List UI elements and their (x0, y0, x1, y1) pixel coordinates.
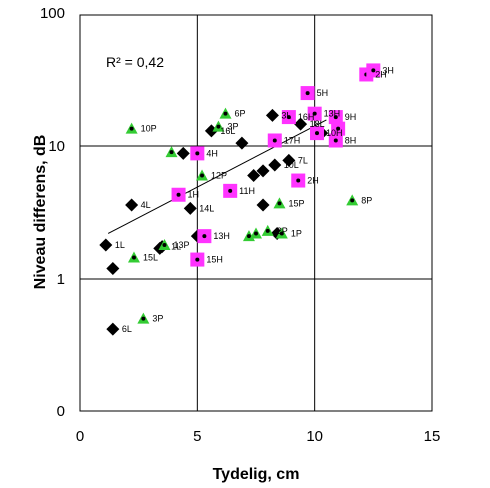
marker-dot (141, 316, 146, 321)
point-label: 6L (122, 324, 132, 334)
point-label: 15L (143, 253, 158, 263)
diamond-marker (235, 136, 249, 150)
marker-dot (286, 115, 291, 120)
marker-dot (265, 228, 270, 233)
y-axis-title: Niveau differens, dB (32, 135, 49, 290)
point-label: 8P (361, 195, 372, 205)
y-tick-label: 0 (57, 403, 65, 420)
point-label: 15P (288, 198, 304, 208)
point-label: 13H (324, 109, 341, 119)
marker-dot (200, 173, 205, 178)
marker-dot (131, 255, 136, 260)
marker-dot (129, 126, 134, 131)
x-axis-title: Tydelig, cm (213, 466, 300, 483)
point-label: 10P (141, 124, 157, 134)
diamond-marker (106, 322, 120, 336)
marker-dot (195, 151, 200, 156)
marker-dot (305, 91, 310, 96)
point-label: 3P (152, 314, 163, 324)
marker-dot (272, 138, 277, 143)
diamond-marker (106, 261, 120, 275)
marker-dot (333, 138, 338, 143)
point-label: 11H (239, 186, 255, 196)
point-label: 10L (284, 160, 299, 170)
point-label: 7L (298, 155, 308, 165)
diamond-marker (247, 169, 261, 183)
x-tick-label: 15 (424, 428, 441, 445)
marker-dot (216, 124, 221, 129)
point-label: 10H (326, 128, 343, 138)
point-label: 1L (115, 240, 125, 250)
marker-dot (296, 178, 301, 183)
point-label: 2H (307, 176, 319, 186)
y-tick-label: 100 (40, 5, 65, 22)
marker-dot (312, 111, 317, 116)
marker-dot (254, 231, 258, 236)
point-label: 1L (171, 242, 181, 252)
diamond-marker (176, 146, 190, 160)
diamond-marker (265, 108, 279, 122)
marker-dot (176, 192, 181, 197)
diamond-marker (99, 238, 113, 252)
marker-dot (315, 131, 320, 136)
point-label: 4L (141, 200, 151, 210)
y-tick-label: 1 (57, 271, 65, 288)
trendline-group (107, 119, 327, 234)
diamond-marker (268, 158, 282, 172)
marker-dot (371, 68, 376, 73)
x-tick-label: 10 (306, 428, 323, 445)
marker-dot (336, 126, 341, 131)
plot-frame (79, 14, 433, 412)
diamond-marker (256, 198, 270, 212)
point-label: 16L (220, 126, 235, 136)
point-label: 14L (199, 203, 214, 213)
diamond-marker (282, 153, 296, 167)
point-label: 5H (317, 88, 329, 98)
r-squared-annotation: R² = 0,42 (106, 54, 164, 70)
point-label: 18L (310, 119, 325, 129)
y-tick-label: 10 (48, 138, 65, 155)
point-label: 3P (227, 122, 238, 132)
marker-dot (228, 188, 233, 193)
data-points (99, 63, 381, 336)
point-label: 8H (345, 135, 357, 145)
point-label: 16H (298, 112, 315, 122)
marker-dot (333, 115, 338, 120)
point-label: 2H (375, 69, 387, 79)
point-label: 13H (213, 231, 230, 241)
diamond-marker (183, 201, 197, 215)
marker-dot (202, 234, 207, 239)
marker-dot (350, 198, 355, 203)
point-label: 17H (284, 135, 301, 145)
gridlines (79, 14, 433, 412)
marker-dot (195, 257, 200, 262)
trendline (107, 119, 327, 234)
point-labels: 1L 6L 4L 1L 14L 16L 3L 10L 7L 18L 10P 15L 3P 13P 12P 3P… (115, 65, 394, 334)
point-label: 3H (382, 65, 394, 75)
point-label: 1H (188, 190, 200, 200)
x-tick-label: 5 (193, 428, 201, 445)
point-label: 2P (277, 226, 288, 236)
x-tick-label: 0 (76, 428, 84, 445)
point-label: 12P (211, 171, 227, 181)
marker-dot (246, 234, 251, 239)
marker-dot (223, 111, 228, 116)
point-label: 3L (281, 110, 291, 120)
point-label: 1P (291, 228, 302, 238)
point-label: 13P (173, 240, 189, 250)
marker-dot (162, 243, 167, 248)
marker-dot (169, 150, 174, 155)
diamond-marker (294, 117, 308, 131)
point-label: 6P (234, 109, 245, 119)
point-label: 4H (206, 148, 218, 158)
diamond-marker (256, 164, 270, 178)
diamond-marker (125, 198, 139, 212)
point-label: 15H (206, 255, 223, 265)
tick-labels: 0 5 10 15 0 1 10 100 (40, 5, 440, 445)
marker-dot (277, 201, 282, 206)
marker-dot (279, 231, 284, 236)
point-label: 9H (345, 112, 357, 122)
